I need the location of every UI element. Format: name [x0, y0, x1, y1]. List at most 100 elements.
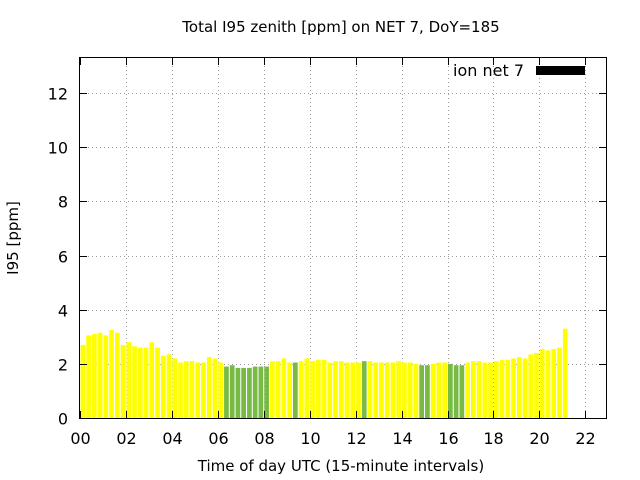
bar: [511, 358, 516, 418]
bar-low: [241, 367, 247, 418]
bar: [327, 362, 333, 418]
x-tick-label: 08: [254, 429, 274, 448]
bar: [539, 348, 545, 418]
bar: [310, 361, 315, 418]
bar-series: [80, 328, 568, 418]
x-tick-label: 10: [300, 429, 320, 448]
bar: [178, 362, 183, 418]
y-axis-ticks: 0 2 4 6 8 10 12: [48, 85, 606, 429]
bar: [195, 362, 201, 418]
bar: [471, 361, 476, 418]
bar: [86, 335, 91, 418]
grid-lines: [80, 58, 606, 418]
chart-title: Total I95 zenith [ppm] on NET 7, DoY=185: [181, 18, 499, 36]
bar: [287, 362, 292, 418]
legend-swatch: [536, 66, 585, 75]
bar-low: [235, 367, 241, 418]
bar: [212, 358, 218, 418]
bar: [436, 362, 442, 418]
x-tick-label: 16: [438, 429, 458, 448]
x-tick-label: 14: [392, 429, 412, 448]
bar: [270, 361, 275, 418]
y-axis-label: I95 [ppm]: [4, 201, 22, 275]
plot-frame: [79, 57, 607, 419]
bar: [143, 347, 149, 418]
bar: [132, 346, 137, 418]
x-tick-label: 22: [575, 429, 595, 448]
bar: [155, 347, 160, 418]
bar: [344, 362, 350, 418]
y-tick-label: 10: [48, 139, 68, 158]
bar: [218, 362, 224, 418]
bar: [499, 359, 505, 418]
bar: [557, 347, 562, 418]
x-axis-label: Time of day UTC (15-minute intervals): [197, 457, 484, 475]
x-tick-label: 06: [208, 429, 228, 448]
bar: [333, 361, 338, 418]
bar-low: [264, 366, 269, 418]
bar: [281, 358, 287, 418]
bar: [505, 359, 511, 418]
x-tick-label: 00: [70, 429, 90, 448]
bar: [465, 362, 470, 418]
bar-low: [247, 367, 252, 418]
bar: [166, 354, 172, 418]
bar: [562, 328, 568, 418]
bar: [402, 362, 407, 418]
bar: [137, 347, 143, 418]
y-tick-label: 4: [58, 302, 68, 321]
bar-low: [453, 365, 459, 418]
bar: [103, 335, 109, 418]
bar: [338, 361, 344, 418]
bar: [183, 361, 189, 418]
bar: [476, 361, 482, 418]
bar: [120, 344, 126, 418]
bar: [390, 362, 396, 418]
x-tick-label: 12: [346, 429, 366, 448]
bar: [275, 361, 281, 418]
x-tick-label: 20: [529, 429, 549, 448]
bar-low: [224, 366, 229, 418]
bar: [189, 361, 195, 418]
bar: [516, 357, 522, 418]
y-tick-label: 0: [58, 410, 68, 429]
bar: [160, 355, 166, 418]
bar: [321, 359, 327, 418]
bar: [534, 353, 539, 418]
bar: [373, 362, 379, 418]
bar-low: [425, 365, 430, 418]
y-tick-label: 6: [58, 248, 68, 267]
bar: [109, 330, 114, 418]
bar: [442, 362, 447, 418]
y-tick-label: 8: [58, 193, 68, 212]
x-tick-label: 18: [483, 429, 503, 448]
bar: [522, 358, 528, 418]
bar: [493, 361, 499, 418]
bar: [114, 332, 120, 418]
x-axis-ticks: 00 02 04 06 08 10 12 14 16 18 20 22: [70, 58, 596, 448]
bar: [482, 362, 488, 418]
bar: [201, 362, 206, 418]
x-tick-label: 04: [162, 429, 182, 448]
bar: [126, 342, 132, 418]
bar: [396, 361, 402, 418]
bar: [92, 334, 97, 418]
bar: [350, 362, 356, 418]
bar: [80, 344, 86, 418]
x-tick-label: 02: [116, 429, 136, 448]
bar-low: [459, 365, 465, 418]
bar: [356, 362, 361, 418]
bar: [384, 362, 390, 418]
bar: [545, 350, 551, 418]
bar: [488, 362, 493, 418]
bar: [528, 354, 534, 418]
bar-low: [448, 363, 453, 418]
bar: [315, 359, 321, 418]
bar-low: [292, 362, 298, 418]
bar: [172, 358, 178, 418]
y-tick-label: 2: [58, 356, 68, 375]
bar: [149, 342, 155, 418]
bar: [367, 361, 373, 418]
bar: [97, 332, 103, 418]
